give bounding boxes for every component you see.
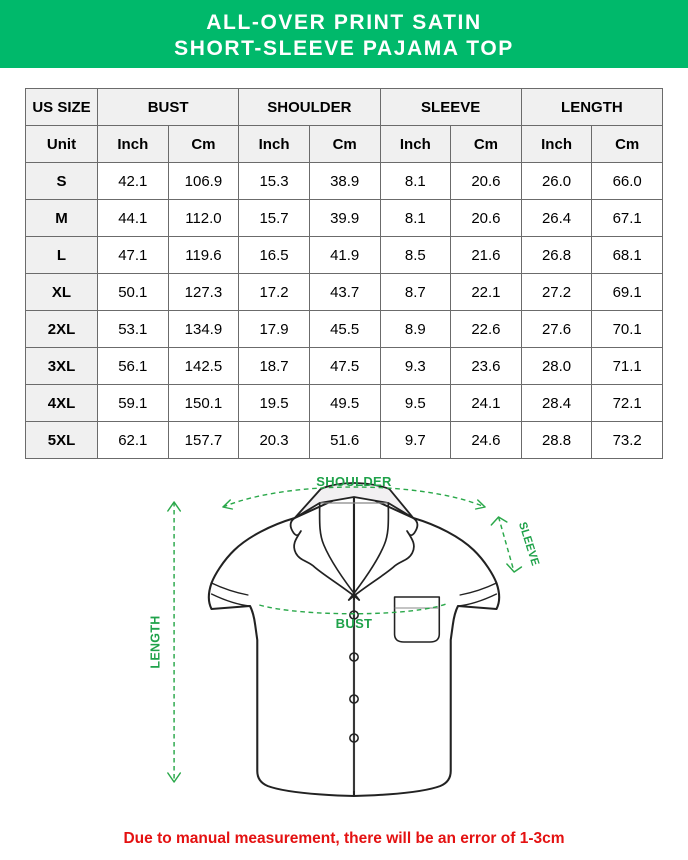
- svg-text:SLEEVE: SLEEVE: [516, 521, 542, 568]
- svg-text:BUST: BUST: [336, 616, 373, 631]
- svg-text:LENGTH: LENGTH: [147, 615, 162, 668]
